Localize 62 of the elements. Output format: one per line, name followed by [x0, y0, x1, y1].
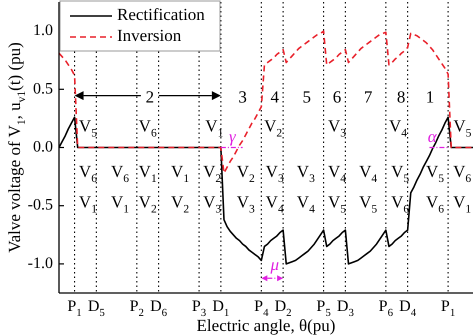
x-tick-label: P$_{2}$	[130, 298, 144, 318]
x-tick-label: D$_{4}$	[399, 298, 417, 318]
annotation: 8	[396, 88, 406, 107]
annotation: V$_{6}$	[453, 162, 472, 186]
y-tick-label: 0.0	[33, 138, 53, 156]
annotation: V$_{1}$	[138, 162, 157, 186]
annotation: V$_{3}$	[236, 192, 256, 216]
annotation: V$_{2}$	[203, 162, 222, 186]
legend-label: Inversion	[117, 26, 182, 45]
annotation: 3	[238, 88, 247, 107]
annotation: 2	[146, 88, 154, 107]
annotation: 5	[302, 88, 312, 107]
annotation: 1	[426, 88, 434, 107]
annotation: 7	[364, 88, 373, 107]
x-axis-title: Electric angle, θ(pu)	[196, 316, 336, 335]
x-tick-label: D$_{5}$	[88, 298, 106, 318]
annotation: V$_{4}$	[296, 192, 316, 216]
annotation: V$_{5}$	[453, 116, 472, 140]
annotation: 4	[270, 88, 280, 107]
annotation: α	[428, 127, 438, 146]
x-tick-label: D$_{2}$	[274, 298, 292, 318]
annotation: V$_{3}$	[266, 162, 284, 186]
annotation: 6	[332, 88, 342, 107]
annotation: V$_{4}$	[266, 192, 284, 216]
annotation: V$_{2}$	[236, 162, 256, 186]
x-tick-label: P$_{1}$	[440, 298, 456, 318]
annotation: V$_{4}$	[359, 162, 378, 186]
x-tick-label: D$_{1}$	[212, 298, 230, 318]
annotation: V$_{5}$	[359, 192, 378, 216]
annotation: V$_{3}$	[203, 192, 222, 216]
annotation: V$_{4}$	[328, 162, 346, 186]
annotation: V$_{6}$	[426, 192, 444, 216]
annotation: V$_{6}$	[138, 116, 157, 140]
y-tick-label: -1.0	[28, 254, 53, 272]
annotation: V$_{4}$	[388, 116, 408, 140]
annotation: V$_{2}$	[264, 116, 282, 140]
x-tick-label: P$_{3}$	[192, 298, 207, 318]
annotation: V$_{1}$	[78, 192, 98, 216]
y-tick-label: 0.5	[33, 80, 53, 97]
annotation: V$_{1}$	[453, 192, 472, 216]
x-tick-label: P$_{1}$	[67, 298, 82, 318]
annotation: V$_{6}$	[110, 162, 130, 186]
annotation: V$_{6}$	[78, 162, 98, 186]
x-tick-label: P$_{5}$	[316, 298, 332, 318]
legend-label: Rectification	[117, 4, 206, 24]
annotation: V$_{1}$	[171, 162, 190, 186]
y-tick-label: 1.0	[33, 22, 53, 39]
annotation: γ	[229, 127, 238, 146]
annotation: V$_{5}$	[426, 162, 444, 186]
annotation: V$_{5}$	[391, 162, 410, 186]
x-tick-label: P$_{6}$	[378, 298, 394, 318]
annotation: V$_{2}$	[171, 192, 190, 216]
x-tick-label: D$_{3}$	[336, 298, 354, 318]
annotation: V$_{3}$	[296, 162, 316, 186]
y-tick-label: -0.5	[28, 196, 53, 214]
annotation: V$_{2}$	[138, 192, 157, 216]
annotation: V$_{5}$	[78, 116, 98, 140]
annotation: μ	[269, 255, 279, 274]
x-tick-label: P$_{4}$	[254, 298, 270, 318]
annotation: V$_{1}$	[110, 192, 130, 216]
x-tick-label: D$_{6}$	[150, 298, 168, 318]
annotation: V$_{3}$	[328, 116, 346, 140]
